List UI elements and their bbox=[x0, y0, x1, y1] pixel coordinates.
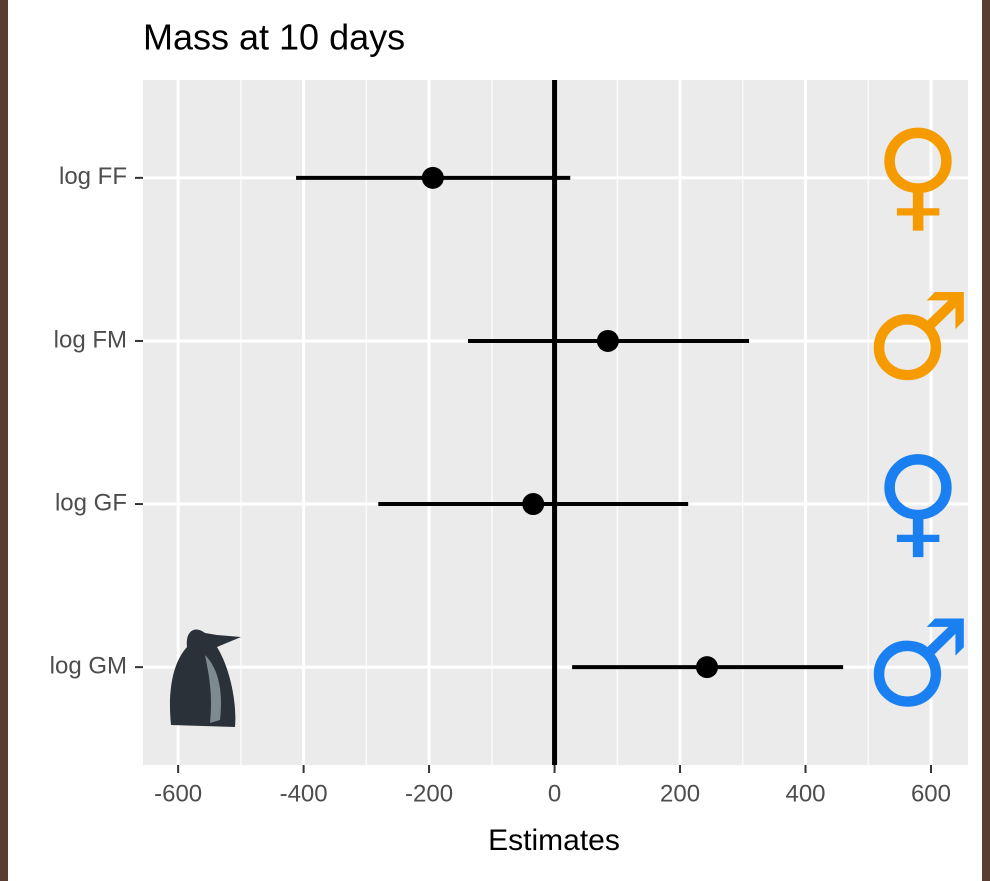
x-tick-label: 200 bbox=[660, 780, 700, 807]
x-tick-label: 400 bbox=[785, 780, 825, 807]
estimate-point bbox=[696, 656, 719, 679]
sex-symbol: ♀ bbox=[874, 106, 962, 245]
chart-title: Mass at 10 days bbox=[143, 17, 405, 58]
x-axis-label: Estimates bbox=[488, 824, 620, 857]
x-tick-label: 600 bbox=[911, 780, 951, 807]
y-tick-label: log FF bbox=[59, 163, 127, 190]
sex-symbol: ♀ bbox=[874, 432, 962, 571]
y-tick-label: log FM bbox=[54, 326, 127, 353]
x-tick-label: 0 bbox=[548, 780, 561, 807]
estimate-point bbox=[522, 493, 545, 516]
estimate-point bbox=[421, 166, 444, 189]
y-tick-label: log GF bbox=[55, 489, 127, 516]
x-tick-label: -600 bbox=[154, 780, 202, 807]
penguin-icon bbox=[169, 629, 241, 727]
y-tick-label: log GM bbox=[50, 652, 127, 679]
sex-symbol: ♂ bbox=[864, 269, 972, 408]
frame-edge bbox=[0, 0, 8, 881]
x-tick-label: -200 bbox=[405, 780, 453, 807]
frame-edge bbox=[982, 0, 990, 881]
x-tick-label: -400 bbox=[280, 780, 328, 807]
sex-symbol: ♂ bbox=[864, 595, 972, 734]
estimate-point bbox=[596, 329, 619, 352]
